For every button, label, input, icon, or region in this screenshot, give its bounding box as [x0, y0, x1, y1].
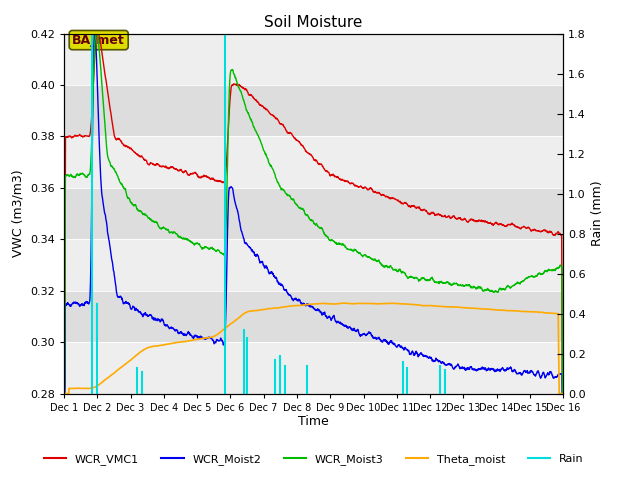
Bar [64, 85, 563, 136]
Bar [64, 240, 563, 291]
Bar [64, 136, 563, 188]
Text: BA_met: BA_met [72, 34, 125, 47]
Title: Soil Moisture: Soil Moisture [264, 15, 363, 30]
Bar [64, 188, 563, 240]
Y-axis label: Rain (mm): Rain (mm) [591, 181, 604, 246]
Y-axis label: VWC (m3/m3): VWC (m3/m3) [12, 170, 24, 257]
Bar [64, 291, 563, 342]
Bar [64, 34, 563, 85]
Legend: WCR_VMC1, WCR_Moist2, WCR_Moist3, Theta_moist, Rain: WCR_VMC1, WCR_Moist2, WCR_Moist3, Theta_… [40, 450, 588, 469]
Bar [64, 342, 563, 394]
X-axis label: Time: Time [298, 415, 329, 429]
